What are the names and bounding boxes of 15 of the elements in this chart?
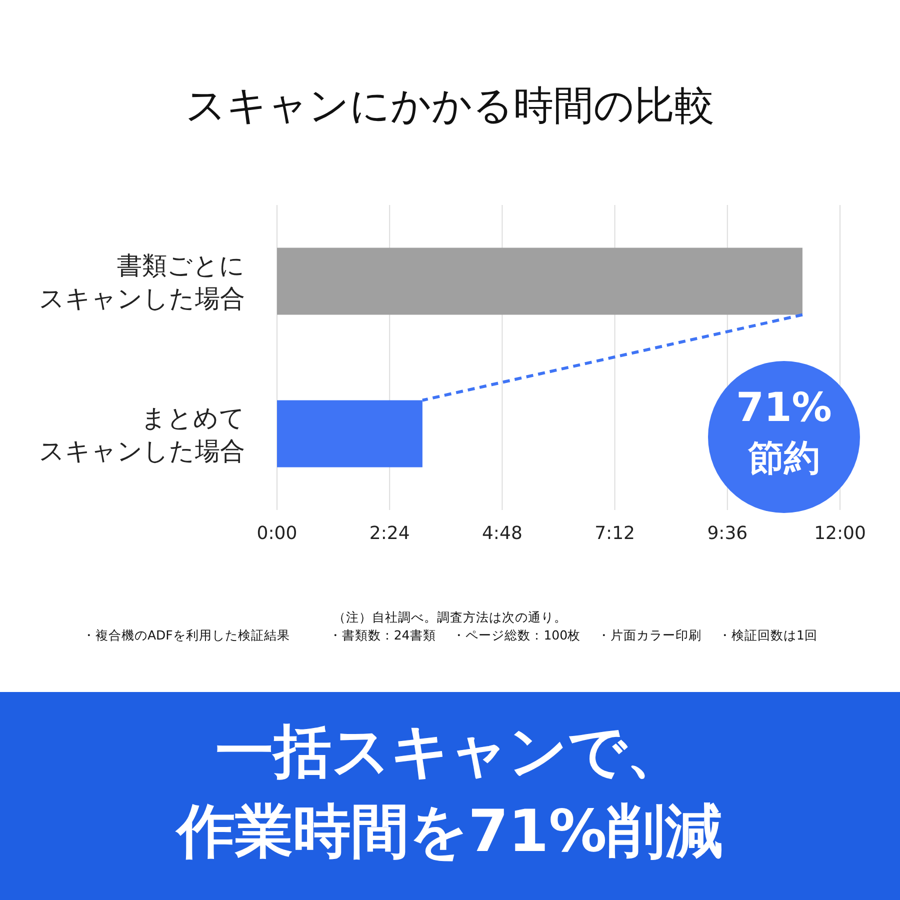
annotation: 71% xyxy=(736,384,832,431)
x-tick-label: 2:24 xyxy=(369,522,410,544)
x-tick-label: 4:48 xyxy=(482,522,522,544)
text: ・複合機のADFを利用した検証結果 ・書類数：24書類 ・ページ総数：100枚 ・片面カラー印刷 ・検証回数は1回 xyxy=(82,627,818,642)
text: （注）自社調べ。調査方法は次の通り。 xyxy=(333,609,567,624)
y-tick-label: 書類ごとにスキャンした場合 xyxy=(39,250,245,313)
x-tick-label: 12:00 xyxy=(814,522,866,544)
y-tick-label: まとめてスキャンした場合 xyxy=(39,403,245,466)
x-tick-label: 9:36 xyxy=(707,522,748,544)
text: 作業時間を71%削減 xyxy=(175,796,723,865)
annotation: 節約 xyxy=(747,438,820,479)
text: 一括スキャンで、 xyxy=(216,716,684,785)
x-tick-label: 0:00 xyxy=(256,522,298,544)
x-tick-label: 7:12 xyxy=(594,522,636,544)
chart-title: スキャンにかかる時間の比較 xyxy=(186,82,714,129)
